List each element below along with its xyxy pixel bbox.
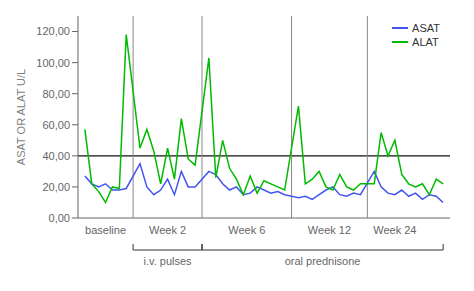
svg-text:Week 2: Week 2 [149,224,186,236]
html-text:ASAT: ASAT [412,22,440,34]
svg-text:20,00: 20,00 [42,181,70,193]
svg-text:80,00: 80,00 [42,88,70,100]
svg-text:baseline: baseline [85,224,126,236]
svg-text:40,00: 40,00 [42,150,70,162]
svg-text:100,00: 100,00 [36,57,70,69]
svg-text:120,00: 120,00 [36,25,70,37]
svg-text:oral prednisone: oral prednisone [285,255,361,267]
svg-text:Week 24: Week 24 [373,224,416,236]
svg-text:Week 12: Week 12 [308,224,351,236]
html-text:ALAT: ALAT [412,36,439,48]
svg-text:Week 6: Week 6 [228,224,265,236]
svg-text:0,00: 0,00 [49,212,70,224]
svg-text:i.v. pulses: i.v. pulses [144,255,193,267]
svg-text:60,00: 60,00 [42,119,70,131]
svg-text:ASAT OR ALAT U/L: ASAT OR ALAT U/L [15,69,27,165]
